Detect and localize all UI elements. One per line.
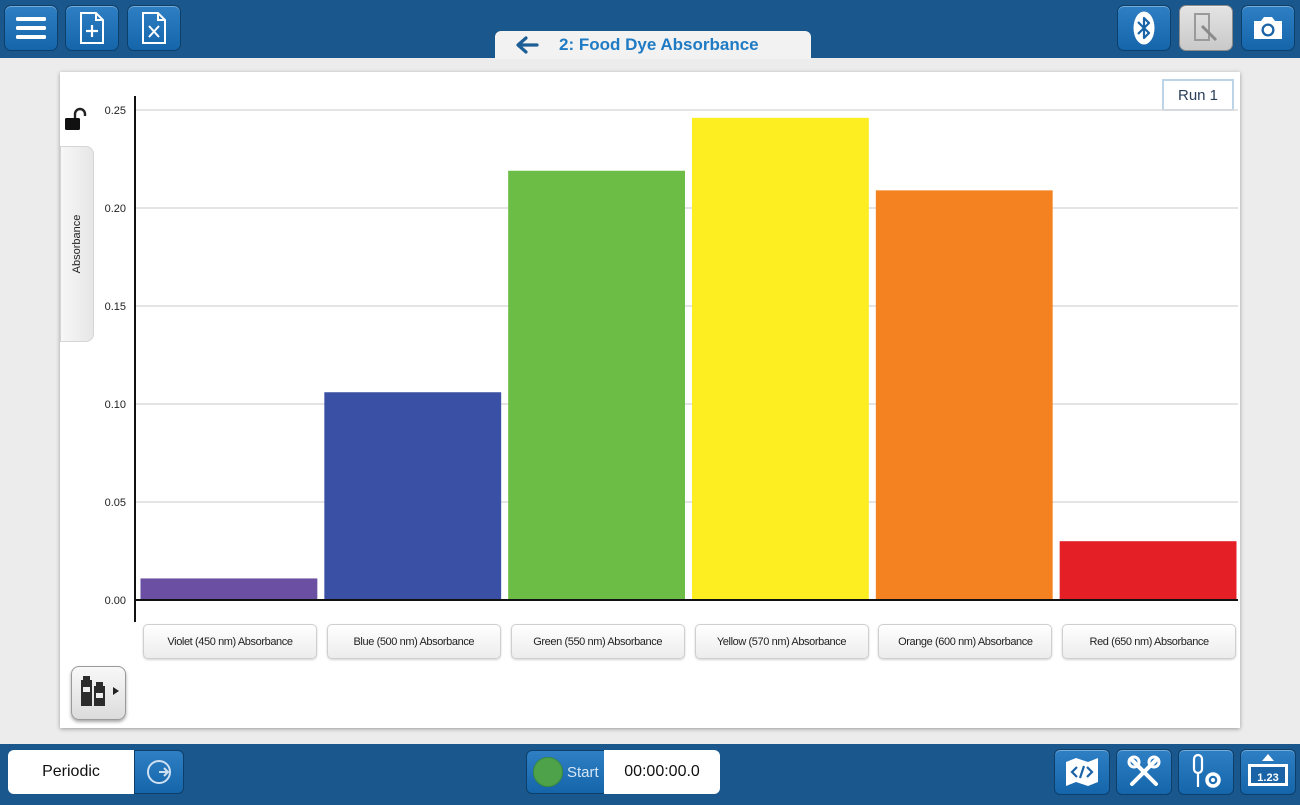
collection-settings-button[interactable] xyxy=(134,750,184,794)
collection-mode-field[interactable]: Periodic xyxy=(8,750,134,794)
bar[interactable] xyxy=(508,170,685,600)
category-label-button[interactable]: Red (650 nm) Absorbance xyxy=(1062,624,1237,659)
y-tick-label: 0.00 xyxy=(105,595,126,607)
meter-icon xyxy=(1248,754,1288,786)
y-tick-label: 0.10 xyxy=(105,399,126,411)
axes xyxy=(134,96,1238,622)
bar[interactable] xyxy=(140,578,318,600)
delete-file-icon xyxy=(142,12,166,44)
code-map-button[interactable] xyxy=(1054,749,1110,795)
category-label-button[interactable]: Orange (600 nm) Absorbance xyxy=(878,624,1053,659)
bars xyxy=(140,117,1237,601)
code-map-icon xyxy=(1066,758,1098,786)
sensor-bottles-icon xyxy=(81,676,119,706)
bar[interactable] xyxy=(692,117,869,600)
y-tick-label: 0.15 xyxy=(105,301,126,313)
camera-icon xyxy=(1254,17,1282,39)
elapsed-time-display: 00:00:00.0 xyxy=(604,750,720,794)
collection-mode-label: Periodic xyxy=(42,763,100,780)
category-label-button[interactable]: Violet (450 nm) Absorbance xyxy=(143,624,317,659)
annotate-icon xyxy=(1194,13,1218,42)
annotate-button[interactable] xyxy=(1179,5,1233,51)
elapsed-time-value: 00:00:00.0 xyxy=(624,763,700,780)
bottom-toolbar: Periodic Start 00:00:00.0 xyxy=(0,744,1300,805)
clock-arrow-icon xyxy=(147,760,171,784)
menu-icon xyxy=(16,17,46,39)
page-title: 2: Food Dye Absorbance xyxy=(559,35,759,54)
y-axis-selector[interactable]: Absorbance xyxy=(60,146,94,342)
top-toolbar: 2: Food Dye Absorbance xyxy=(0,0,1300,59)
tools-button[interactable] xyxy=(1116,749,1172,795)
tools-icon xyxy=(1127,755,1161,786)
bar[interactable] xyxy=(1059,541,1237,600)
menu-button[interactable] xyxy=(4,5,58,51)
new-file-icon xyxy=(80,12,104,44)
bluetooth-icon xyxy=(1133,11,1155,45)
delete-file-button[interactable] xyxy=(127,5,181,51)
start-label: Start xyxy=(567,763,599,781)
unlocked-padlock-icon xyxy=(65,107,87,130)
bar[interactable] xyxy=(324,392,502,600)
new-file-button[interactable] xyxy=(65,5,119,51)
y-tick-label: 0.25 xyxy=(105,105,126,117)
y-tick-label: 0.05 xyxy=(105,497,126,509)
category-label-button[interactable]: Green (550 nm) Absorbance xyxy=(510,624,685,659)
sensor-settings-icon xyxy=(1192,753,1221,788)
bluetooth-button[interactable] xyxy=(1117,5,1171,51)
camera-button[interactable] xyxy=(1241,5,1295,51)
axis-lock-button[interactable] xyxy=(62,106,90,134)
category-label-button[interactable]: Blue (500 nm) Absorbance xyxy=(326,624,501,659)
category-label-button[interactable]: Yellow (570 nm) Absorbance xyxy=(694,624,869,659)
meter-label: 1.23 xyxy=(1257,772,1279,784)
y-tick-label: 0.20 xyxy=(105,203,126,215)
start-indicator-icon xyxy=(533,757,563,787)
sensor-settings-button[interactable] xyxy=(1178,749,1234,795)
y-tick-labels: 0.00 0.05 0.10 0.15 0.20 0.25 xyxy=(105,105,126,607)
run-label-text: Run 1 xyxy=(1177,86,1219,104)
gridlines xyxy=(135,109,1238,503)
sensor-data-button[interactable] xyxy=(71,666,126,720)
back-button[interactable] xyxy=(515,35,543,55)
start-button[interactable]: Start xyxy=(526,750,606,794)
page-title-tab: 2: Food Dye Absorbance xyxy=(495,31,811,59)
meter-button[interactable]: 1.23 xyxy=(1240,749,1296,795)
bar[interactable] xyxy=(875,190,1053,601)
back-arrow-icon xyxy=(516,36,539,54)
